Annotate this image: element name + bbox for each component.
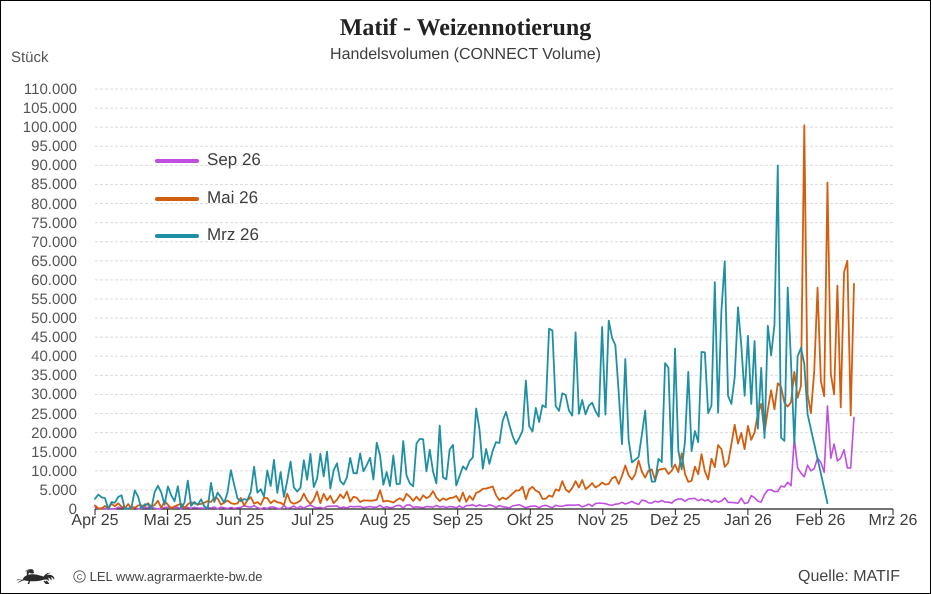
svg-text:C: C [77,572,83,581]
